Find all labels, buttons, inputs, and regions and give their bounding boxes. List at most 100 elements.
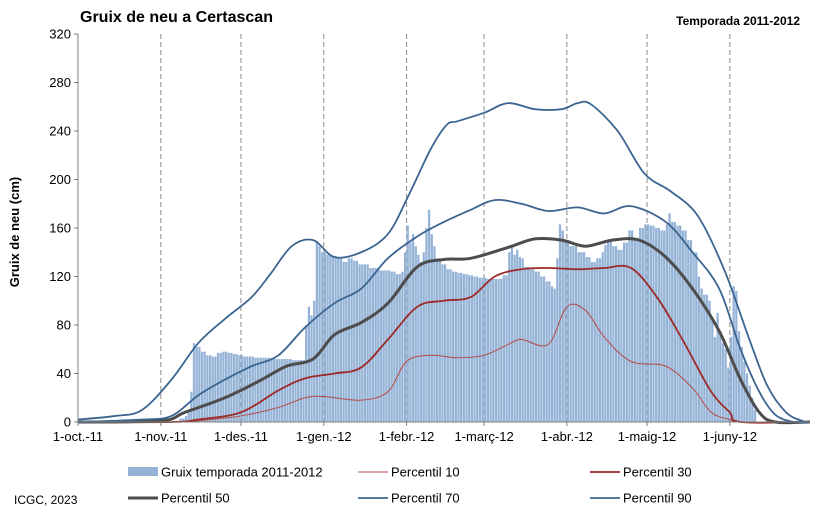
bar [452, 271, 455, 422]
bar [721, 343, 725, 422]
bar [273, 358, 276, 422]
bar [633, 237, 636, 422]
chart-subtitle: Temporada 2011-2012 [676, 14, 800, 28]
bar [505, 275, 508, 422]
bar [374, 268, 377, 422]
bar [444, 264, 447, 422]
bar [606, 240, 610, 422]
x-tick-label: 1-abr.-12 [541, 429, 593, 444]
legend-label: Percentil 30 [623, 465, 692, 480]
bar [724, 349, 727, 422]
bar [401, 271, 404, 422]
bar [214, 356, 217, 422]
bar [647, 224, 650, 422]
bar [465, 274, 468, 422]
x-tick-label: 1-oct.-11 [53, 429, 103, 444]
y-tick-label: 160 [49, 221, 71, 236]
bar [700, 288, 703, 422]
bar [355, 260, 359, 422]
line-percentil-50 [77, 236, 811, 425]
bar [510, 246, 514, 422]
bar [350, 258, 353, 422]
bar [462, 274, 465, 422]
bar [377, 268, 380, 422]
bar [601, 252, 604, 422]
bar [291, 360, 294, 422]
bar [580, 252, 583, 422]
bar [369, 268, 372, 422]
bar [192, 343, 196, 422]
bar [235, 354, 238, 422]
bar [195, 346, 198, 422]
bar [425, 228, 428, 422]
bar [713, 337, 717, 422]
bar [593, 261, 596, 422]
bar [460, 272, 463, 422]
legend-label: Percentil 90 [623, 491, 692, 506]
bar [529, 269, 532, 422]
bar [219, 352, 222, 422]
bar [604, 244, 607, 422]
bar [617, 249, 620, 422]
line-percentil-30 [77, 264, 811, 424]
bar [644, 224, 647, 422]
bar [476, 276, 479, 422]
bar [489, 278, 492, 422]
bar [283, 358, 286, 422]
bar [395, 274, 399, 422]
bar [542, 276, 546, 422]
bar [636, 237, 639, 422]
y-tick-labels: 0 40 80 120 160 200 240 280 320 [49, 27, 78, 430]
x-tick-label: 1-gen.-12 [296, 429, 352, 444]
y-tick-label: 320 [49, 27, 71, 42]
bar [182, 418, 185, 422]
bar [211, 356, 214, 422]
bar [676, 225, 679, 422]
y-tick-label: 280 [49, 75, 71, 90]
bar [326, 254, 329, 422]
bar [697, 276, 701, 422]
bar [385, 270, 388, 422]
bar [334, 255, 337, 422]
bar [179, 418, 182, 422]
bar [681, 230, 685, 422]
bar [216, 352, 220, 422]
bar [548, 281, 551, 422]
bar [339, 258, 343, 422]
bar [649, 225, 652, 422]
bar [302, 360, 305, 422]
bar [232, 354, 236, 422]
bar [433, 246, 436, 422]
bar [203, 351, 206, 422]
bar [200, 351, 204, 422]
bar [753, 409, 757, 422]
bar [732, 286, 735, 422]
y-tick-label: 240 [49, 124, 71, 139]
bar [550, 286, 554, 422]
bar [508, 252, 511, 422]
x-tick-label: 1-febr.-12 [379, 429, 435, 444]
bar [222, 351, 225, 422]
bar [299, 360, 303, 422]
bar [470, 275, 473, 422]
bar [561, 230, 564, 422]
bar [692, 252, 695, 422]
bar [729, 337, 733, 422]
bar [652, 225, 655, 422]
bar [540, 276, 543, 422]
bar [184, 415, 188, 422]
bar [660, 230, 663, 422]
bar [382, 270, 385, 422]
bar [473, 276, 476, 422]
bar [577, 252, 580, 422]
x-tick-label: 1-maig-12 [618, 429, 677, 444]
bar [345, 261, 348, 422]
bar [705, 294, 709, 422]
bar [289, 358, 292, 422]
legend-label: Percentil 10 [391, 465, 460, 480]
bar [628, 230, 631, 422]
bar [438, 258, 441, 422]
legend-label: Gruix temporada 2011-2012 [161, 465, 323, 480]
bar [430, 234, 433, 422]
bar [313, 300, 316, 422]
